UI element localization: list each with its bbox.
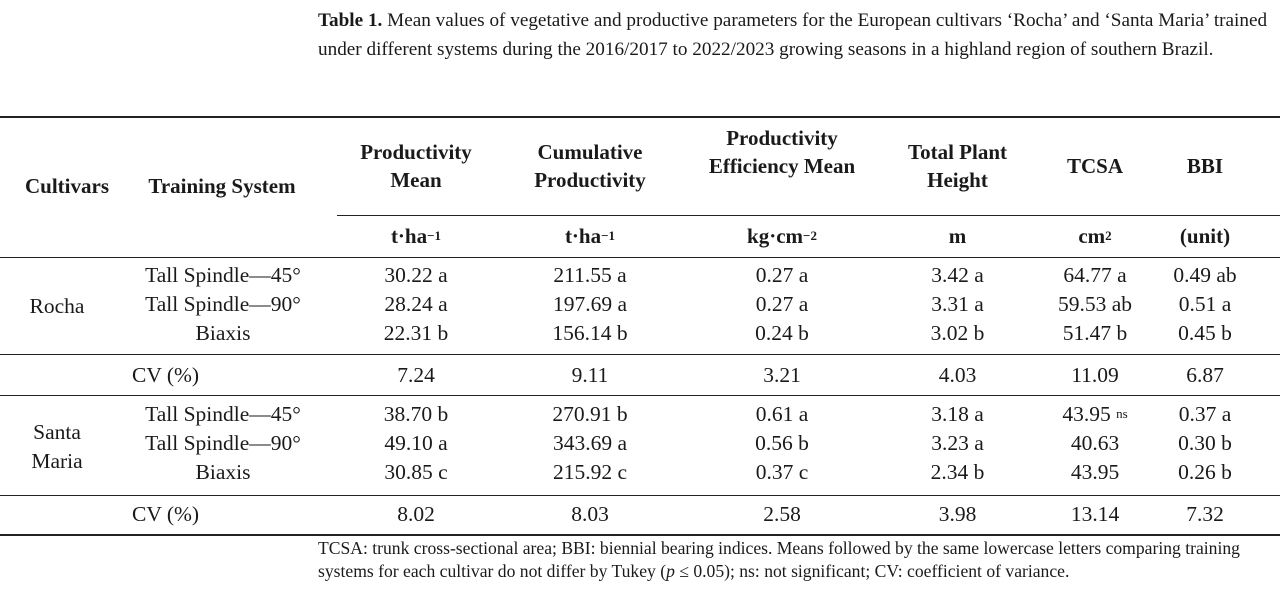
santa-row3-eff: 0.37 c [755, 460, 809, 484]
unit-tcsa: cm2 [1078, 224, 1112, 248]
rocha-row1-tcsa: 64.77 a [1063, 263, 1127, 287]
unit-productivity-efficiency: kg·cm−2 [747, 224, 817, 248]
header-tcsa: TCSA [1066, 154, 1124, 178]
header-cumulative-productivity: Cumulative Productivity [534, 140, 646, 192]
rocha-row2-system: Tall Spindle—90° [145, 292, 301, 316]
santa-row1-cum: 270.91 b [552, 402, 628, 426]
santa-row3-cum: 215.92 c [552, 460, 628, 484]
ns-superscript: ns [1116, 406, 1128, 421]
santa-row3-prod: 30.85 c [384, 460, 448, 484]
rocha-row2-tcsa: 59.53 ab [1057, 292, 1133, 316]
rocha-cv-rule [0, 354, 1280, 355]
table-caption: Table 1. Mean values of vegetative and p… [318, 6, 1268, 64]
santa-cv-bbi: 7.32 [1186, 502, 1224, 526]
header-mid-rule [337, 215, 1280, 216]
unit-productivity-mean: t·ha−1 [390, 224, 442, 248]
santa-row1-tcsa-value: 43.95 [1062, 402, 1111, 426]
rocha-row3-eff: 0.24 b [755, 321, 809, 345]
rocha-cv-prod: 7.24 [397, 363, 435, 387]
santa-row2-bbi: 0.30 b [1178, 431, 1232, 455]
rocha-row3-prod: 22.31 b [383, 321, 449, 345]
rocha-row2-height: 3.31 a [931, 292, 984, 316]
santa-row2-prod: 49.10 a [384, 431, 448, 455]
header-cultivars: Cultivars [25, 174, 109, 198]
santa-row2-system: Tall Spindle—90° [145, 431, 301, 455]
caption-label: Table 1. [318, 10, 383, 31]
rocha-group-rule [0, 395, 1280, 396]
santa-cv-tcsa: 13.14 [1070, 502, 1120, 526]
rocha-row3-system: Biaxis [195, 321, 251, 345]
santa-row2-height: 3.23 a [931, 431, 984, 455]
top-rule [0, 116, 1280, 118]
santa-cv-height: 3.98 [938, 502, 977, 526]
unit-bbi: (unit) [1179, 224, 1231, 248]
header-productivity-mean: Productivity Mean [360, 140, 472, 192]
santa-cv-prod: 8.02 [397, 502, 435, 526]
rocha-row3-cum: 156.14 b [552, 321, 628, 345]
rocha-cv-label: CV (%) [132, 363, 200, 387]
santa-row1-eff: 0.61 a [755, 402, 809, 426]
santa-row1-system: Tall Spindle—45° [145, 402, 301, 426]
rocha-row1-height: 3.42 a [931, 263, 984, 287]
unit-height: m [948, 224, 967, 248]
rocha-row1-cum: 211.55 a [553, 263, 627, 287]
rocha-row1-prod: 30.22 a [384, 263, 448, 287]
rocha-row3-tcsa: 51.47 b [1062, 321, 1128, 345]
header-productivity-efficiency-mean: Productivity Efficiency Mean [708, 126, 856, 178]
santa-row2-tcsa: 40.63 [1070, 431, 1120, 455]
santa-row3-tcsa: 43.95 [1070, 460, 1120, 484]
rocha-row1-bbi: 0.49 ab [1173, 263, 1237, 287]
santa-cv-label: CV (%) [132, 502, 200, 526]
cultivar-rocha: Rocha [29, 294, 85, 318]
santa-row2-cum: 343.69 a [552, 431, 628, 455]
santa-row3-bbi: 0.26 b [1178, 460, 1232, 484]
santa-row1-bbi: 0.37 a [1178, 402, 1232, 426]
rocha-row3-height: 3.02 b [930, 321, 985, 345]
bottom-rule [0, 534, 1280, 536]
santa-cv-cum: 8.03 [571, 502, 609, 526]
caption-text: Mean values of vegetative and productive… [318, 10, 1268, 60]
santa-row1-tcsa: 43.95 ns [1040, 400, 1150, 428]
rocha-cv-cum: 9.11 [571, 363, 609, 387]
santa-cv-eff: 2.58 [763, 502, 801, 526]
rocha-row1-eff: 0.27 a [755, 263, 809, 287]
rocha-cv-eff: 3.21 [763, 363, 801, 387]
rocha-cv-tcsa: 11.09 [1071, 363, 1119, 387]
header-total-plant-height: Total Plant Height [908, 140, 1007, 192]
santa-row3-height: 2.34 b [930, 460, 985, 484]
rocha-row2-bbi: 0.51 a [1178, 292, 1232, 316]
header-training-system: Training System [148, 174, 296, 198]
rocha-row1-system: Tall Spindle—45° [145, 263, 301, 287]
rocha-cv-height: 4.03 [938, 363, 977, 387]
santa-row1-height: 3.18 a [931, 402, 984, 426]
santa-row1-prod: 38.70 b [383, 402, 449, 426]
rocha-row3-bbi: 0.45 b [1178, 321, 1232, 345]
santa-row2-eff: 0.56 b [755, 431, 809, 455]
rocha-row2-eff: 0.27 a [755, 292, 809, 316]
rocha-row2-prod: 28.24 a [384, 292, 448, 316]
rocha-row2-cum: 197.69 a [552, 292, 628, 316]
table-footnote: TCSA: trunk cross-sectional area; BBI: b… [318, 538, 1240, 581]
cultivar-santa-maria-line2: Maria [31, 449, 83, 473]
santa-cv-rule [0, 495, 1280, 496]
unit-cumulative-productivity: t·ha−1 [564, 224, 616, 248]
rocha-cv-bbi: 6.87 [1186, 363, 1224, 387]
header-bbi: BBI [1186, 154, 1224, 178]
cultivar-santa-maria-line1: Santa [33, 420, 81, 444]
santa-row3-system: Biaxis [195, 460, 251, 484]
header-bottom-rule [0, 257, 1280, 258]
